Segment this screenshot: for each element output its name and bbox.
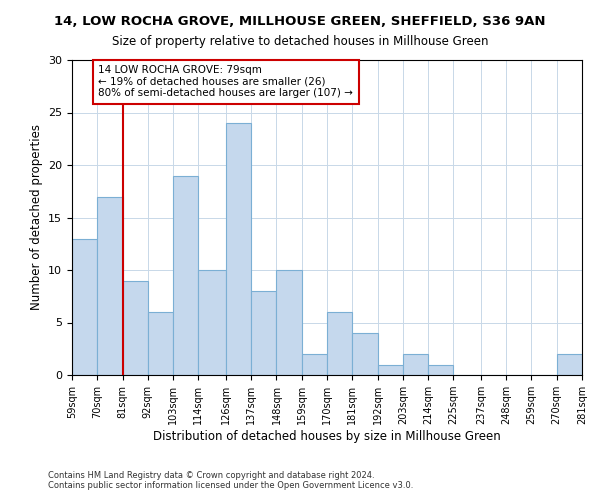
Bar xyxy=(226,123,251,375)
Bar xyxy=(122,280,148,375)
Bar xyxy=(251,291,277,375)
Bar xyxy=(352,333,377,375)
Text: Size of property relative to detached houses in Millhouse Green: Size of property relative to detached ho… xyxy=(112,35,488,48)
Bar xyxy=(199,270,226,375)
Text: 14, LOW ROCHA GROVE, MILLHOUSE GREEN, SHEFFIELD, S36 9AN: 14, LOW ROCHA GROVE, MILLHOUSE GREEN, SH… xyxy=(54,15,546,28)
Bar xyxy=(72,238,97,375)
Text: Contains HM Land Registry data © Crown copyright and database right 2024.: Contains HM Land Registry data © Crown c… xyxy=(48,470,374,480)
Text: 14 LOW ROCHA GROVE: 79sqm
← 19% of detached houses are smaller (26)
80% of semi-: 14 LOW ROCHA GROVE: 79sqm ← 19% of detac… xyxy=(98,65,353,98)
Bar xyxy=(148,312,173,375)
Bar xyxy=(557,354,582,375)
Bar xyxy=(97,196,122,375)
Bar xyxy=(403,354,428,375)
Bar xyxy=(173,176,199,375)
Text: Contains public sector information licensed under the Open Government Licence v3: Contains public sector information licen… xyxy=(48,480,413,490)
X-axis label: Distribution of detached houses by size in Millhouse Green: Distribution of detached houses by size … xyxy=(153,430,501,443)
Bar xyxy=(277,270,302,375)
Y-axis label: Number of detached properties: Number of detached properties xyxy=(29,124,43,310)
Bar xyxy=(302,354,327,375)
Bar xyxy=(327,312,352,375)
Bar xyxy=(377,364,403,375)
Bar xyxy=(428,364,454,375)
